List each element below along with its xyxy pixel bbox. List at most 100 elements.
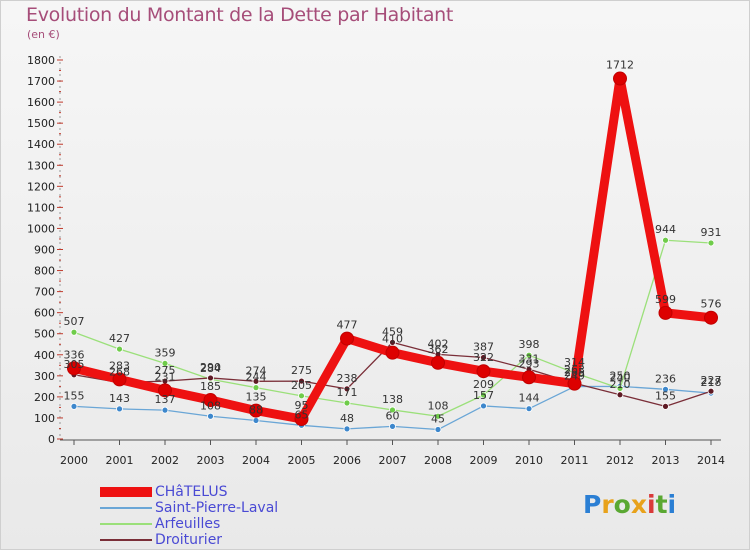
data-label: 244 bbox=[246, 371, 267, 384]
data-label: 250 bbox=[610, 369, 631, 382]
legend-label: Arfeuilles bbox=[155, 516, 221, 532]
data-label: 275 bbox=[155, 364, 176, 377]
data-label: 599 bbox=[655, 293, 676, 306]
data-point bbox=[707, 239, 715, 247]
x-tick-label: 2008 bbox=[424, 454, 452, 467]
data-label: 275 bbox=[291, 364, 312, 377]
x-tick-label: 2002 bbox=[151, 454, 179, 467]
data-point bbox=[434, 412, 442, 420]
data-label: 48 bbox=[340, 412, 354, 425]
y-tick-label: 1400 bbox=[27, 138, 55, 151]
data-point bbox=[707, 387, 715, 395]
data-point bbox=[525, 351, 533, 359]
y-tick-label: 400 bbox=[34, 349, 55, 362]
data-label: 155 bbox=[64, 389, 85, 402]
data-point bbox=[434, 426, 442, 433]
data-point bbox=[70, 328, 78, 336]
brand-letter: i bbox=[667, 490, 677, 519]
data-label: 218 bbox=[701, 376, 722, 389]
legend-label: Droiturier bbox=[155, 532, 223, 548]
data-label: 263 bbox=[564, 364, 585, 377]
y-tick-label: 500 bbox=[34, 328, 55, 341]
y-tick-label: 1800 bbox=[27, 54, 55, 67]
data-point bbox=[567, 376, 582, 391]
data-point bbox=[116, 345, 123, 353]
data-point bbox=[431, 355, 445, 370]
data-label: 143 bbox=[109, 392, 130, 405]
brand-letter: x bbox=[630, 490, 647, 519]
data-label: 135 bbox=[246, 391, 267, 404]
data-label: 108 bbox=[428, 399, 449, 412]
data-label: 477 bbox=[337, 319, 358, 332]
x-tick-label: 2003 bbox=[197, 454, 225, 467]
data-label: 236 bbox=[655, 372, 676, 385]
data-point bbox=[662, 385, 669, 393]
data-point bbox=[207, 374, 214, 382]
data-point bbox=[343, 385, 351, 393]
data-label: 108 bbox=[200, 399, 221, 412]
data-label: 931 bbox=[701, 226, 722, 239]
data-point bbox=[343, 425, 351, 433]
x-tick-label: 2004 bbox=[242, 454, 270, 467]
data-point bbox=[249, 403, 263, 418]
data-point bbox=[389, 406, 396, 414]
data-point bbox=[340, 331, 354, 346]
y-tick-label: 100 bbox=[34, 412, 55, 425]
legend-swatch bbox=[100, 523, 152, 525]
data-labels-layer: 155 143 137 108 88 65 48 60 45 157 144 249 250 236 218… bbox=[64, 59, 722, 426]
y-tick-label: 1600 bbox=[27, 96, 55, 109]
data-label: 138 bbox=[382, 393, 403, 406]
data-label: 410 bbox=[382, 333, 403, 346]
y-tick-label: 800 bbox=[34, 265, 55, 278]
y-tick-label: 1300 bbox=[27, 159, 55, 172]
data-label: 944 bbox=[655, 223, 676, 236]
data-label: 238 bbox=[337, 372, 358, 385]
data-label: 60 bbox=[386, 409, 400, 422]
data-point bbox=[67, 361, 81, 376]
x-tick-label: 2007 bbox=[379, 454, 407, 467]
data-label: 387 bbox=[473, 341, 494, 354]
data-point bbox=[116, 405, 123, 413]
data-point bbox=[70, 402, 78, 410]
data-label: 459 bbox=[382, 325, 403, 338]
x-tick-label: 2009 bbox=[470, 454, 498, 467]
y-tick-label: 900 bbox=[34, 244, 55, 257]
data-point bbox=[704, 310, 718, 325]
data-label: 402 bbox=[428, 337, 449, 350]
data-label: 95 bbox=[295, 399, 309, 412]
data-label: 290 bbox=[200, 361, 221, 374]
data-label: 249 bbox=[564, 370, 585, 383]
y-tick-label: 1100 bbox=[27, 201, 55, 214]
data-point bbox=[525, 405, 533, 413]
data-label: 507 bbox=[64, 315, 85, 328]
data-label: 227 bbox=[701, 374, 722, 387]
legend-label: Saint-Pierre-Laval bbox=[155, 500, 279, 516]
x-tick-label: 2011 bbox=[561, 454, 589, 467]
legend-swatch bbox=[100, 539, 152, 541]
y-tick-label: 1500 bbox=[27, 117, 55, 130]
data-point bbox=[294, 411, 309, 426]
chart-title: Evolution du Montant de la Dette par Hab… bbox=[26, 4, 454, 26]
data-point bbox=[385, 345, 400, 360]
data-point bbox=[389, 422, 396, 430]
data-label: 45 bbox=[431, 413, 445, 426]
data-label: 268 bbox=[109, 366, 130, 379]
data-label: 185 bbox=[200, 380, 221, 393]
y-tick-label: 1200 bbox=[27, 180, 55, 193]
axes: 0 100 200 300 400 500 600 700 800 900 1000 1100 1200… bbox=[27, 54, 725, 467]
data-point bbox=[662, 236, 669, 244]
data-point bbox=[522, 370, 536, 385]
brand-letter: o bbox=[613, 490, 631, 519]
data-label: 314 bbox=[564, 356, 585, 369]
brand-letter: r bbox=[601, 490, 614, 519]
data-label: 144 bbox=[519, 392, 540, 405]
data-label: 336 bbox=[64, 348, 85, 361]
data-label: 88 bbox=[249, 403, 263, 416]
data-point bbox=[298, 392, 305, 400]
data-point bbox=[203, 393, 218, 408]
brand-letter: i bbox=[647, 490, 656, 519]
y-tick-label: 0 bbox=[48, 433, 55, 446]
data-point bbox=[613, 71, 627, 86]
brand-logo: Proxiti bbox=[583, 490, 676, 519]
data-point bbox=[158, 383, 172, 398]
